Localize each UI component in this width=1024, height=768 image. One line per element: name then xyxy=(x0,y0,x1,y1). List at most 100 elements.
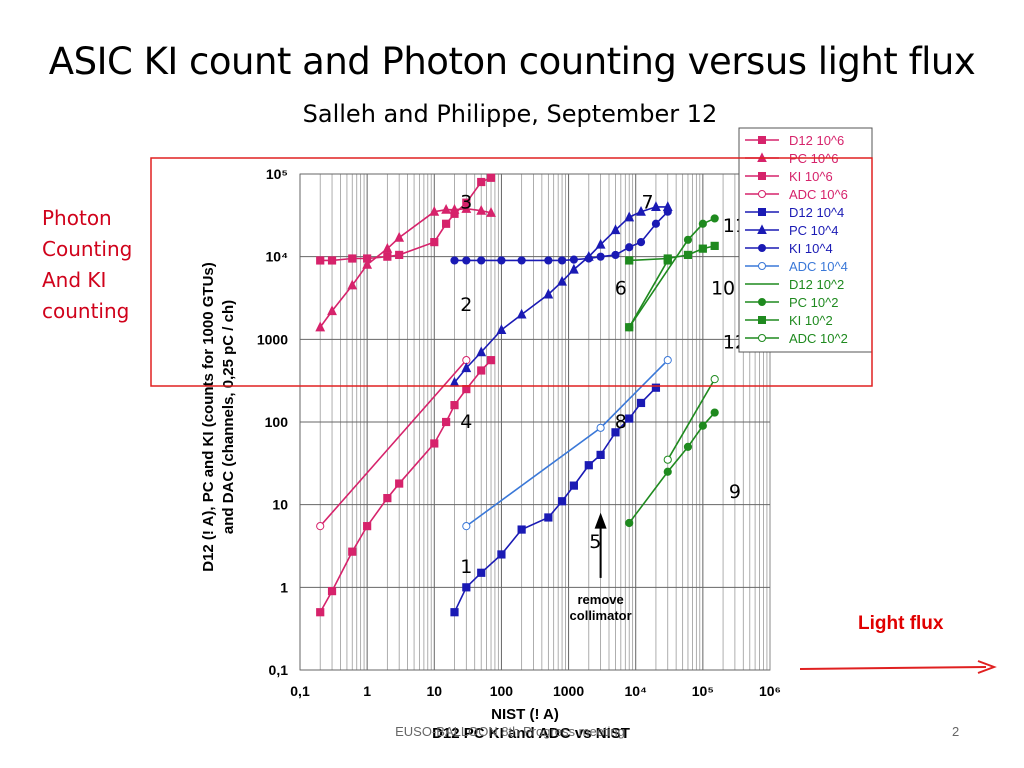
data-point xyxy=(450,401,459,410)
legend-swatch-marker xyxy=(758,244,766,252)
data-point xyxy=(517,256,526,265)
data-point xyxy=(595,238,606,249)
data-point xyxy=(315,321,326,332)
slide-subtitle: Salleh and Philippe, September 12 xyxy=(302,100,718,128)
data-point xyxy=(476,346,487,357)
data-point xyxy=(430,238,439,247)
x-tick-label: 10⁶ xyxy=(759,683,781,699)
side-label-line: Photon xyxy=(42,206,112,230)
data-point xyxy=(516,308,527,319)
series-7 xyxy=(462,356,672,531)
data-point xyxy=(327,256,337,265)
data-point xyxy=(636,398,646,408)
page-number: 2 xyxy=(952,724,960,739)
data-point xyxy=(698,219,707,228)
data-point xyxy=(698,244,707,253)
x-tick-label: 10⁵ xyxy=(692,683,714,699)
data-point xyxy=(596,450,605,459)
series-line xyxy=(628,260,669,328)
data-point xyxy=(625,256,634,265)
light-flux-label: Light flux xyxy=(858,613,944,634)
data-point xyxy=(636,238,646,247)
data-point xyxy=(442,417,451,427)
x-axis-label: NIST (! A) xyxy=(491,706,559,723)
data-point xyxy=(477,177,486,187)
data-point xyxy=(462,522,471,531)
callout-text: collimator xyxy=(570,608,632,623)
legend-swatch-marker xyxy=(758,136,766,144)
legend-label: KI 10^2 xyxy=(789,313,833,328)
series-line xyxy=(319,359,467,527)
data-point xyxy=(625,323,634,332)
data-point xyxy=(477,256,486,265)
legend-entry: PC 10^2 xyxy=(745,295,838,310)
data-point xyxy=(569,481,578,490)
data-point xyxy=(441,203,452,214)
annotation-number: 4 xyxy=(460,411,472,433)
callout-arrow-head xyxy=(594,512,607,529)
data-point xyxy=(429,205,440,216)
x-tick-label: 100 xyxy=(490,683,514,699)
legend-entry: D12 10^6 xyxy=(745,133,844,148)
data-point xyxy=(569,255,578,264)
data-point xyxy=(327,587,337,596)
data-point xyxy=(710,408,719,417)
legend-entry: ADC 10^4 xyxy=(745,259,848,274)
annotation-number: 3 xyxy=(460,192,472,214)
legend-swatch-marker xyxy=(758,298,766,306)
legend-label: D12 10^6 xyxy=(789,133,844,148)
data-point xyxy=(497,550,506,559)
legend-entry: KI 10^2 xyxy=(745,313,833,328)
data-point xyxy=(557,497,567,506)
data-point xyxy=(557,275,567,286)
flux-arrow-shaft xyxy=(799,666,987,670)
data-point xyxy=(625,414,634,423)
data-point xyxy=(663,254,672,263)
legend-swatch-marker xyxy=(758,316,766,324)
side-label-line: counting xyxy=(42,299,130,323)
data-point xyxy=(486,207,496,217)
data-point xyxy=(610,224,621,235)
y-tick-label: 10 xyxy=(272,497,288,513)
legend-entry: PC 10^4 xyxy=(745,223,838,238)
data-point xyxy=(316,608,325,617)
data-point xyxy=(430,439,439,448)
data-point xyxy=(383,252,392,261)
data-point xyxy=(625,243,634,252)
x-tick-label: 1 xyxy=(363,683,371,699)
legend-swatch-marker xyxy=(757,224,767,234)
data-point xyxy=(611,428,620,437)
data-point xyxy=(382,242,393,253)
data-point xyxy=(316,522,325,531)
data-point xyxy=(663,207,672,216)
annotation-number: 8 xyxy=(615,411,627,433)
legend-label: ADC 10^4 xyxy=(789,259,848,274)
photon-counting-label: Photon Counting And KI counting xyxy=(42,203,152,327)
data-point xyxy=(362,258,373,269)
data-point xyxy=(568,263,579,274)
data-point xyxy=(584,461,593,470)
y-tick-label: 0,1 xyxy=(269,662,289,678)
data-point xyxy=(651,219,661,228)
data-point xyxy=(497,256,506,265)
y-axis-label-2: and DAC (channels, 0,25 pC / ch) xyxy=(220,300,237,534)
y-tick-label: 1 xyxy=(280,579,288,595)
data-point xyxy=(683,442,693,451)
annotation-number: 5 xyxy=(589,531,601,553)
x-tick-label: 10⁴ xyxy=(624,683,647,699)
annotation-number: 2 xyxy=(460,294,472,316)
y-tick-label: 10⁴ xyxy=(266,249,289,265)
data-point xyxy=(363,254,372,263)
data-point xyxy=(636,205,646,216)
series-3 xyxy=(316,356,471,531)
data-point xyxy=(663,455,672,464)
legend-entry: D12 10^2 xyxy=(745,277,844,292)
legend-label: D12 10^2 xyxy=(789,277,844,292)
series-line xyxy=(667,378,716,461)
data-point xyxy=(461,362,472,373)
annotation-number: 6 xyxy=(615,277,627,299)
legend-box xyxy=(738,127,873,353)
series-11 xyxy=(625,241,719,265)
data-point xyxy=(486,173,496,182)
